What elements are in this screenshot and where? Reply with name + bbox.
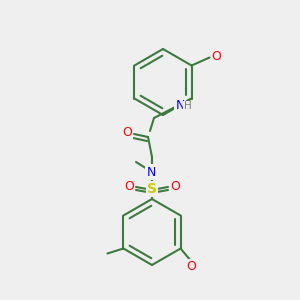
Text: O: O [122, 127, 132, 140]
Text: O: O [124, 181, 134, 194]
Text: N: N [146, 166, 156, 178]
Text: O: O [187, 260, 196, 273]
Text: O: O [170, 181, 180, 194]
Text: S: S [147, 182, 157, 196]
Text: H: H [184, 101, 191, 111]
Text: N: N [176, 99, 185, 112]
Text: O: O [212, 50, 221, 63]
